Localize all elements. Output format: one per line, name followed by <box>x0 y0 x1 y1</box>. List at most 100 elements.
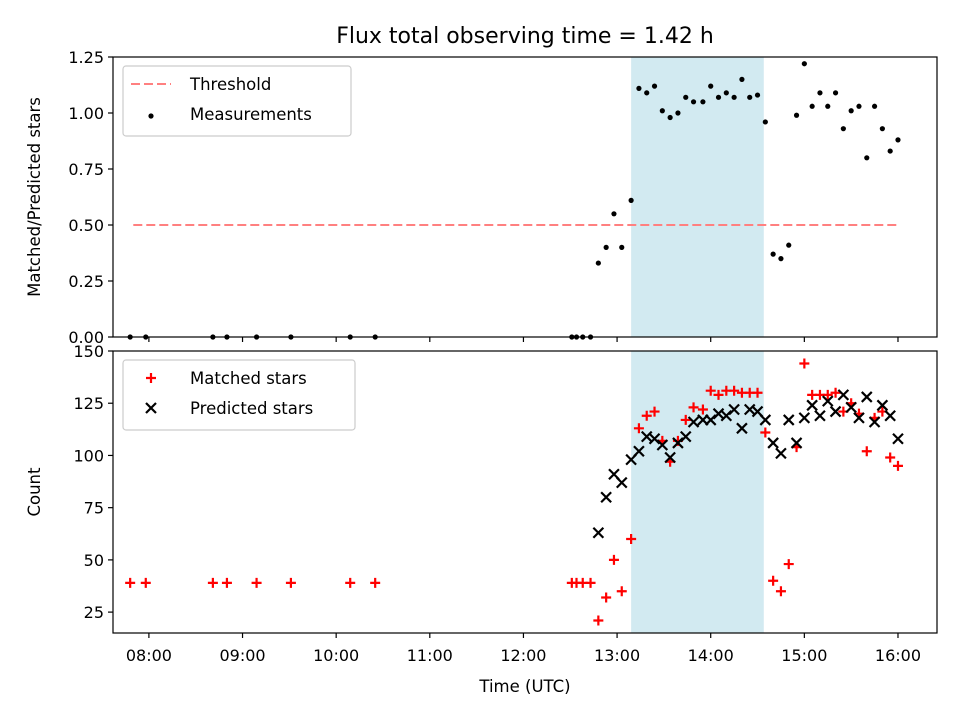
data-point <box>619 244 625 250</box>
legend: Matched stars Predicted stars <box>122 359 356 431</box>
plot-frame <box>112 56 938 338</box>
data-point <box>641 410 652 421</box>
y-tick-label: 100 <box>73 446 104 465</box>
data-point <box>793 112 800 118</box>
y-tick-label: 150 <box>73 342 104 361</box>
y-tick-label: 75 <box>84 499 104 518</box>
data-point <box>837 389 850 401</box>
data-point <box>345 577 356 588</box>
data-point <box>829 405 842 418</box>
data-point <box>892 432 904 445</box>
data-point <box>705 385 716 396</box>
data-point <box>871 103 878 109</box>
x-axis-label: Time (UTC) <box>478 677 570 696</box>
y-tick-label: 50 <box>84 551 104 570</box>
legend-measurements-swatch <box>148 113 154 119</box>
data-point <box>651 83 658 89</box>
top-panel: 0.00 0.25 0.50 0.75 1.00 1.25 Matched/Predicte… <box>25 48 938 347</box>
data-point <box>221 577 232 588</box>
legend-box <box>122 65 352 137</box>
data-point <box>636 85 642 91</box>
data-point <box>861 446 872 457</box>
legend-matched-swatch <box>146 373 156 383</box>
legend-label: Measurements <box>190 105 312 124</box>
bottom-panel: 25 50 75 100 125 150 08:00 09:00 10:00 11:00 12:00… <box>25 342 938 665</box>
legend-predicted-swatch <box>145 402 157 414</box>
x-tick-label: 13:00 <box>594 646 640 665</box>
x-tick-label: 12:00 <box>500 646 546 665</box>
data-point <box>611 211 617 217</box>
data-point <box>608 554 619 565</box>
data-point <box>860 391 873 403</box>
data-point <box>801 61 807 67</box>
observing-window-span <box>631 57 764 337</box>
data-point <box>814 409 826 422</box>
data-point <box>822 389 833 400</box>
data-point <box>752 387 763 398</box>
series-predicted-stars <box>592 389 904 539</box>
data-point <box>760 427 771 438</box>
data-point <box>644 90 650 96</box>
data-point <box>809 103 815 109</box>
data-point <box>786 242 792 248</box>
data-point <box>680 414 691 425</box>
data-point <box>713 389 724 400</box>
data-point <box>687 416 700 428</box>
data-point <box>817 90 823 96</box>
data-point <box>895 137 901 143</box>
data-point <box>821 395 834 407</box>
observing-window-span <box>631 351 764 633</box>
x-tick-label: 10:00 <box>313 646 359 665</box>
data-point <box>876 399 889 412</box>
data-point <box>840 126 846 132</box>
data-point <box>600 491 612 503</box>
data-point <box>754 92 761 98</box>
data-point <box>285 577 296 588</box>
data-point <box>675 110 681 116</box>
data-point <box>767 437 779 449</box>
y-tick-label: 125 <box>73 394 104 413</box>
data-point <box>697 404 708 415</box>
data-point <box>775 447 787 460</box>
data-point <box>140 577 151 588</box>
data-point <box>125 577 136 588</box>
data-point <box>649 406 660 417</box>
data-point <box>615 476 628 489</box>
data-point <box>799 358 810 369</box>
data-point <box>782 414 795 426</box>
data-point <box>832 90 839 96</box>
data-point <box>762 119 768 125</box>
x-tick-label: 15:00 <box>781 646 827 665</box>
data-point <box>806 399 818 412</box>
legend-label: Threshold <box>189 75 271 94</box>
data-point <box>679 430 692 443</box>
data-point <box>825 103 831 109</box>
y-tick-label: 25 <box>84 603 104 622</box>
data-point <box>700 99 706 105</box>
data-point <box>723 90 729 96</box>
data-point <box>715 94 722 100</box>
data-point <box>708 83 714 89</box>
data-point <box>747 94 753 100</box>
data-point <box>603 244 609 250</box>
data-point <box>690 99 697 105</box>
data-point <box>659 108 665 114</box>
legend-label: Matched stars <box>190 369 307 388</box>
x-tick-label: 09:00 <box>219 646 265 665</box>
data-point <box>656 439 669 451</box>
data-point <box>868 416 881 428</box>
data-point <box>848 108 854 114</box>
y-axis-label: Count <box>25 467 44 517</box>
x-tick-label: 08:00 <box>126 646 172 665</box>
chart-title: Flux total observing time = 1.42 h <box>336 24 714 49</box>
y-axis-label: Matched/Predicted stars <box>25 97 44 297</box>
data-point <box>207 577 218 588</box>
data-point <box>856 103 862 109</box>
data-point <box>830 387 841 398</box>
data-point <box>892 460 903 471</box>
data-point <box>251 577 262 588</box>
data-point <box>759 414 772 426</box>
data-point <box>585 577 596 588</box>
y-tick-label: 1.25 <box>68 48 104 67</box>
data-point <box>739 76 745 82</box>
